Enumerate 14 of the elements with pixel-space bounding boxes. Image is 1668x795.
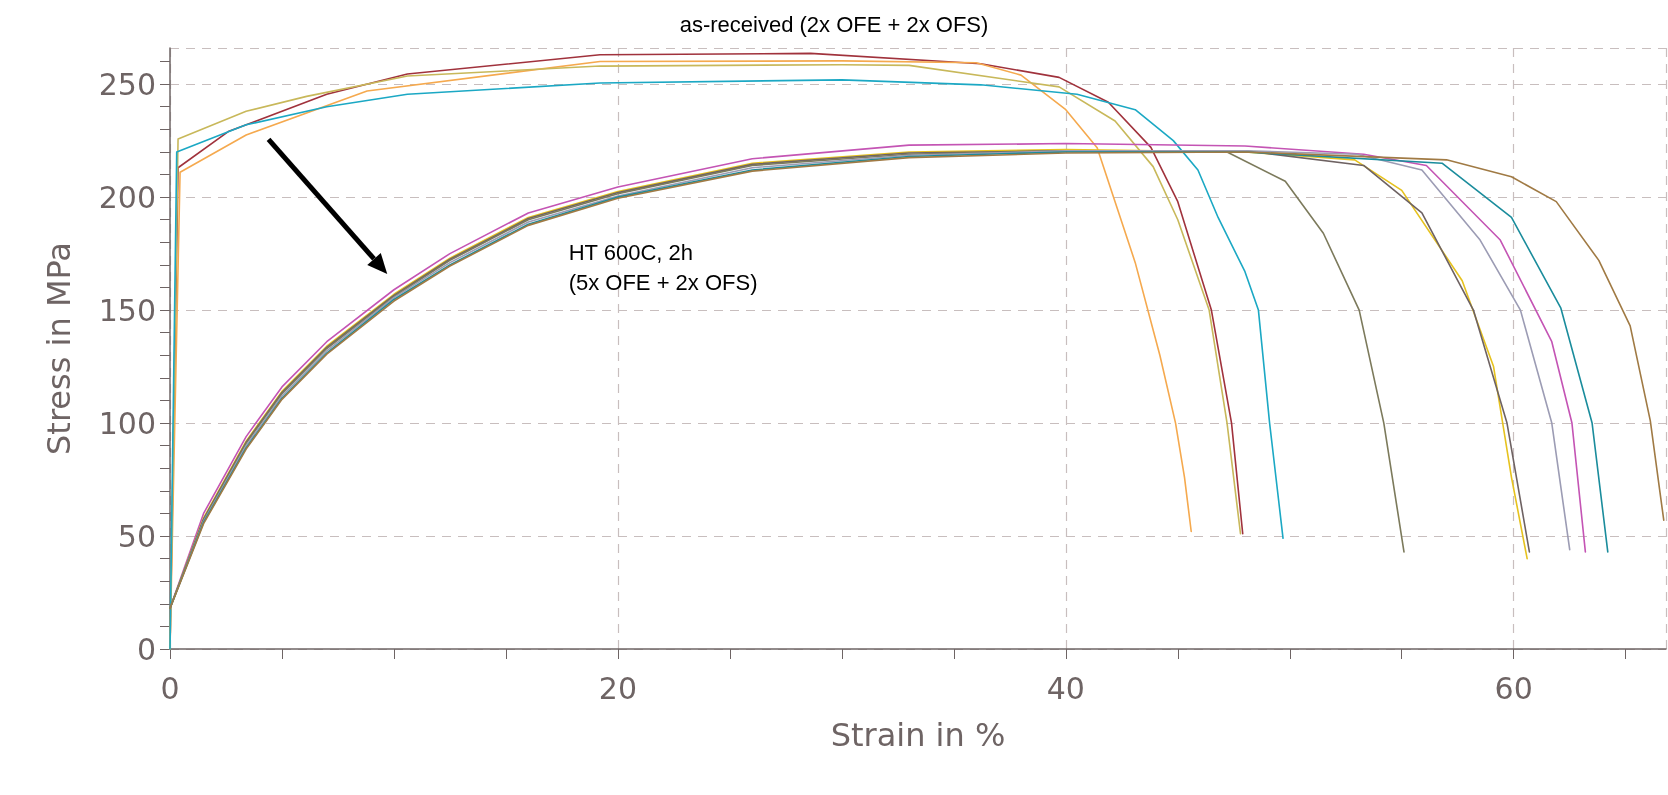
x-tick-label: 20 (598, 670, 637, 706)
x-tick-label: 0 (160, 670, 180, 706)
x-axis-title: Strain in % (830, 716, 1006, 754)
y-tick-label: 200 (98, 179, 156, 215)
y-tick-label: 0 (136, 631, 156, 667)
x-tick-label: 60 (1494, 670, 1533, 706)
chart-title: as-received (2x OFE + 2x OFS) (679, 11, 989, 37)
x-tick-label: 40 (1046, 670, 1085, 706)
y-tick-label: 50 (117, 518, 156, 554)
y-tick-label: 150 (98, 292, 156, 328)
annotation: HT 600C, 2h (5x OFE + 2x OFS) (568, 240, 758, 296)
y-tick-label: 100 (98, 405, 156, 441)
y-axis-title: Stress in MPa (40, 242, 78, 455)
y-tick-label: 250 (98, 66, 156, 102)
